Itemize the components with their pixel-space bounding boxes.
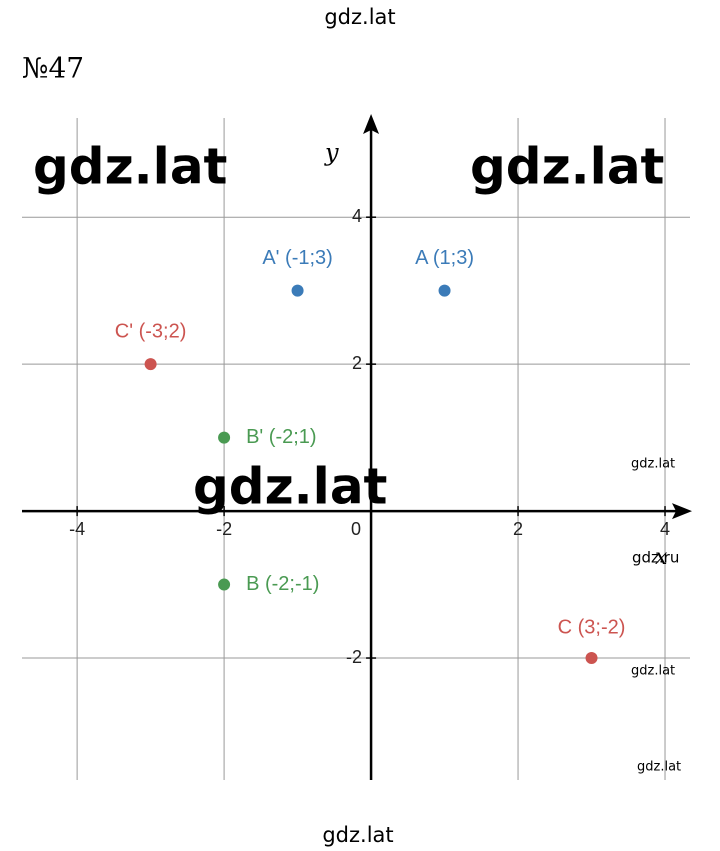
watermark: gdz.lat bbox=[33, 138, 227, 196]
header: gdz.lat bbox=[324, 5, 395, 29]
watermark: gdz.lat bbox=[637, 760, 681, 775]
y-tick-label: 2 bbox=[352, 353, 362, 373]
point bbox=[438, 284, 451, 297]
x-tick-label: -2 bbox=[216, 519, 232, 539]
watermark: gdz.lat bbox=[470, 138, 664, 196]
x-tick-label: 4 bbox=[660, 519, 670, 539]
point bbox=[218, 431, 231, 444]
y-axis-arrow bbox=[363, 114, 380, 134]
point-label: B' (-2;1) bbox=[246, 426, 317, 448]
point-label: C' (-3;2) bbox=[115, 320, 187, 342]
y-tick-label: -2 bbox=[346, 647, 362, 667]
point bbox=[291, 284, 304, 297]
point-label: A' (-1;3) bbox=[262, 247, 333, 269]
x-tick-label: -4 bbox=[69, 519, 85, 539]
problem-number: №47 bbox=[22, 52, 84, 85]
point bbox=[144, 358, 157, 371]
y-tick-label: 4 bbox=[352, 206, 362, 226]
x-axis-label: x bbox=[655, 545, 668, 570]
y-axis-label: y bbox=[324, 139, 339, 167]
point-label: C (3;-2) bbox=[558, 616, 626, 638]
point-label: A (1;3) bbox=[415, 247, 474, 269]
point bbox=[218, 578, 231, 591]
watermark: gdz.ru bbox=[632, 549, 679, 567]
plot: -4 -2 0 2 4 -2 2 4 A (1;3) A' (-1;3) C' (-3;2) B' (… bbox=[22, 114, 692, 780]
point bbox=[585, 652, 598, 665]
x-tick-label: 2 bbox=[513, 519, 523, 539]
watermark: gdz.lat bbox=[193, 458, 387, 516]
watermark: gdz.lat bbox=[631, 457, 675, 472]
x-axis-arrow bbox=[672, 503, 692, 520]
point-label: B (-2;-1) bbox=[246, 573, 319, 595]
footer: gdz.lat bbox=[322, 823, 393, 847]
x-tick-label: 0 bbox=[351, 519, 361, 539]
watermark: gdz.lat bbox=[631, 664, 675, 679]
